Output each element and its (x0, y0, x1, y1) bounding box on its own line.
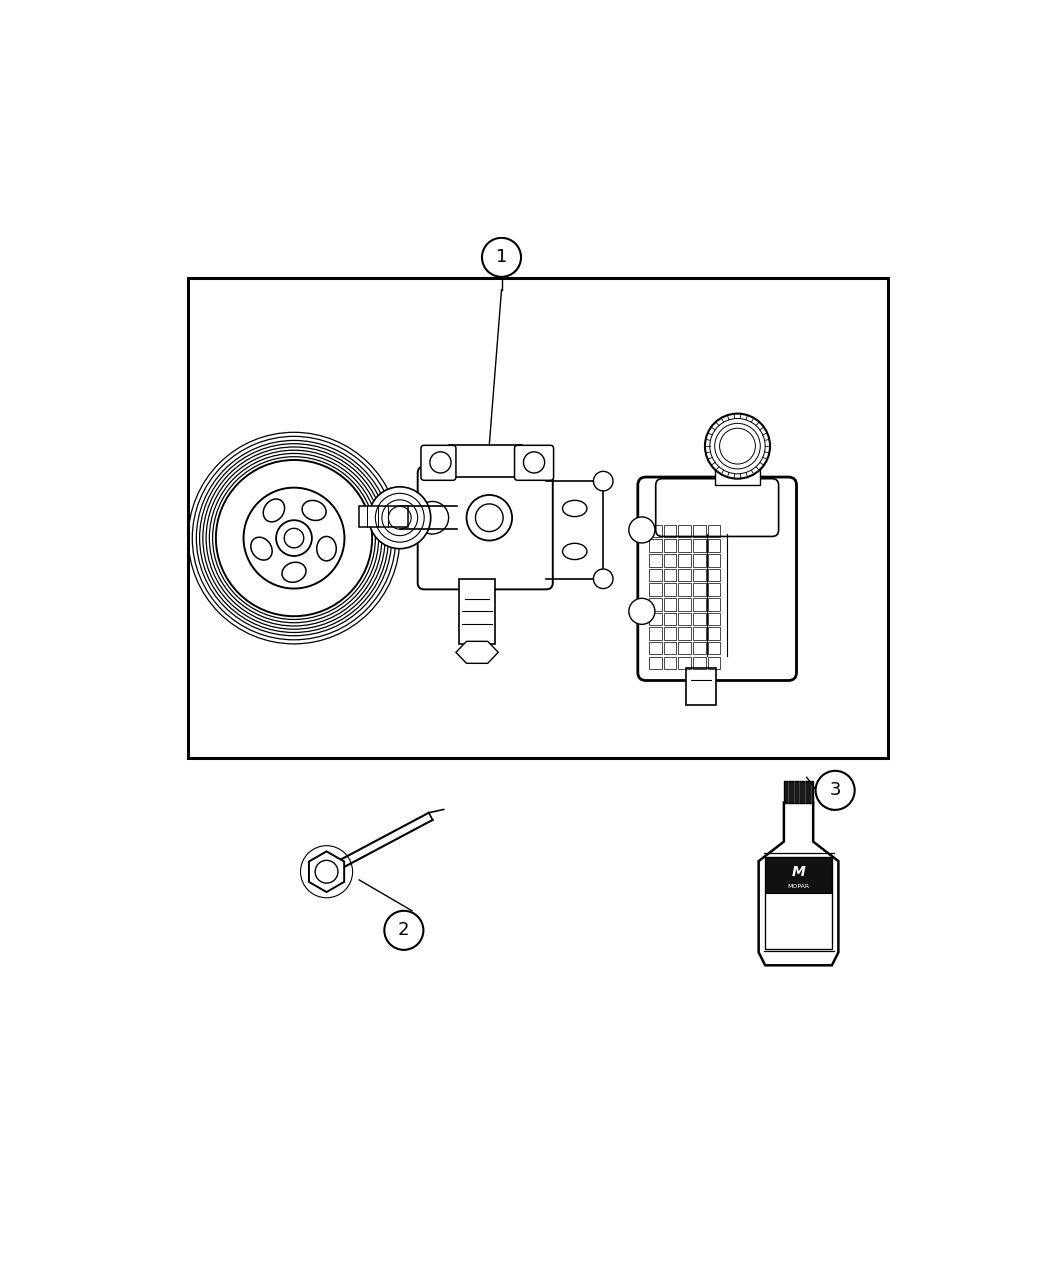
Bar (359, 505, 407, 527)
Bar (693, 598, 706, 611)
Bar (765, 857, 832, 894)
Bar (708, 627, 720, 640)
Text: MOPAR: MOPAR (788, 885, 810, 889)
Circle shape (244, 487, 344, 589)
FancyBboxPatch shape (418, 467, 552, 589)
Bar (687, 668, 715, 705)
Circle shape (285, 528, 303, 548)
Bar (708, 569, 720, 581)
Bar (708, 598, 720, 611)
Bar (649, 657, 662, 669)
Bar (678, 525, 691, 537)
Circle shape (416, 501, 448, 534)
Bar (448, 445, 522, 477)
Circle shape (593, 569, 613, 589)
Bar (664, 598, 676, 611)
Bar (459, 579, 495, 644)
Bar (693, 643, 706, 654)
Bar (664, 569, 676, 581)
Bar (784, 782, 813, 802)
Bar (664, 627, 676, 640)
Bar (708, 613, 720, 625)
FancyBboxPatch shape (421, 445, 456, 481)
Bar (708, 657, 720, 669)
Ellipse shape (563, 500, 587, 516)
Bar (678, 598, 691, 611)
Bar (708, 555, 720, 566)
Text: 3: 3 (830, 782, 841, 799)
Circle shape (629, 598, 655, 625)
Ellipse shape (302, 500, 327, 520)
Bar (693, 525, 706, 537)
Bar (664, 525, 676, 537)
Bar (693, 539, 706, 552)
Circle shape (524, 451, 545, 473)
Bar (693, 627, 706, 640)
Circle shape (593, 472, 613, 491)
Bar (693, 584, 706, 595)
Bar (664, 584, 676, 595)
Bar (693, 613, 706, 625)
Ellipse shape (264, 499, 285, 521)
Circle shape (466, 495, 512, 541)
Bar (664, 643, 676, 654)
Bar (664, 539, 676, 552)
Circle shape (384, 910, 423, 950)
Bar (678, 643, 691, 654)
Bar (649, 643, 662, 654)
Bar (664, 613, 676, 625)
Bar (678, 569, 691, 581)
Ellipse shape (563, 543, 587, 560)
Circle shape (629, 516, 655, 543)
Bar (765, 894, 832, 949)
Bar (649, 627, 662, 640)
Bar (715, 469, 760, 486)
Bar (693, 657, 706, 669)
Bar (708, 525, 720, 537)
Bar (678, 555, 691, 566)
Circle shape (276, 520, 312, 556)
Circle shape (476, 504, 503, 532)
Circle shape (816, 771, 855, 810)
Bar (708, 643, 720, 654)
Ellipse shape (251, 537, 272, 560)
Text: 1: 1 (496, 249, 507, 266)
Bar (708, 539, 720, 552)
Bar (708, 584, 720, 595)
Bar (678, 584, 691, 595)
Bar (649, 525, 662, 537)
Ellipse shape (317, 537, 336, 561)
Text: 2: 2 (398, 922, 410, 940)
Circle shape (315, 861, 338, 884)
Bar (678, 539, 691, 552)
Bar (664, 657, 676, 669)
Circle shape (369, 487, 430, 548)
Bar (693, 569, 706, 581)
Polygon shape (456, 641, 499, 663)
Bar (649, 555, 662, 566)
Bar (693, 555, 706, 566)
Bar (649, 598, 662, 611)
Bar (678, 613, 691, 625)
Text: M: M (792, 864, 805, 878)
Polygon shape (309, 852, 344, 892)
Bar (678, 657, 691, 669)
Bar (664, 555, 676, 566)
Bar (765, 857, 832, 949)
Circle shape (482, 238, 521, 277)
Ellipse shape (282, 562, 306, 583)
Circle shape (705, 413, 770, 478)
Bar (649, 539, 662, 552)
Circle shape (429, 451, 452, 473)
Bar (678, 627, 691, 640)
Circle shape (216, 460, 372, 616)
FancyBboxPatch shape (655, 478, 779, 537)
Polygon shape (759, 802, 838, 965)
FancyBboxPatch shape (637, 477, 797, 681)
Bar (649, 613, 662, 625)
Bar (649, 584, 662, 595)
FancyBboxPatch shape (514, 445, 553, 481)
Bar (188, 278, 888, 757)
Bar (649, 569, 662, 581)
